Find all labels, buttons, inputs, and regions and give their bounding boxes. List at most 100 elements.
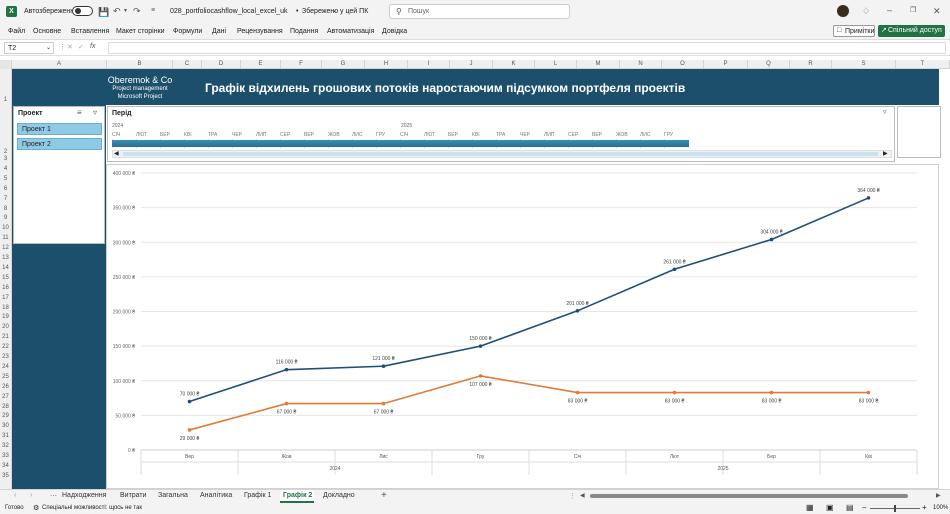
diamond-icon[interactable]: ♢ — [862, 6, 871, 16]
status-accessibility[interactable]: Спеціальні можливості: щось не так — [42, 505, 143, 511]
column-header-q[interactable]: Q — [748, 60, 790, 69]
add-sheet-icon[interactable]: + — [381, 490, 387, 501]
timeline-month[interactable]: ГРУ — [664, 132, 674, 138]
menu-item-data[interactable]: Дані — [212, 28, 227, 35]
row-header-9[interactable]: 9 — [3, 215, 8, 222]
column-header-g[interactable]: G — [322, 60, 365, 69]
hscroll-thumb[interactable] — [590, 494, 908, 498]
timeline-month[interactable]: КВІ — [184, 132, 192, 138]
menu-item-page-layout[interactable]: Макет сторінки — [116, 28, 165, 35]
column-header-r[interactable]: R — [790, 60, 832, 69]
search-box[interactable]: ⚲ Пошук — [389, 4, 570, 19]
row-header-4[interactable]: 4 — [3, 165, 8, 172]
timeline-month[interactable]: СІЧ — [400, 132, 409, 138]
row-header-3[interactable]: 3 — [3, 156, 8, 162]
row-header-5[interactable]: 5 — [3, 175, 8, 182]
column-header-s[interactable]: S — [832, 60, 896, 69]
timeline-scroll-thumb[interactable] — [123, 152, 878, 156]
multiselect-icon[interactable]: ≡ — [77, 108, 82, 117]
row-header-34[interactable]: 34 — [2, 462, 9, 469]
timeline-month[interactable]: СІЧ — [112, 132, 121, 138]
column-header-k[interactable]: K — [493, 60, 535, 69]
tab-expenses[interactable]: Витрати — [120, 492, 147, 499]
column-header-l[interactable]: L — [535, 60, 577, 69]
timeline-month[interactable]: ЖОВ — [616, 132, 628, 138]
scroll-right-icon[interactable]: ▶ — [936, 493, 941, 499]
autosave-toggle[interactable] — [72, 6, 93, 16]
timeline-month[interactable]: СЕР — [280, 132, 291, 138]
tab-details[interactable]: Докладно — [323, 492, 355, 499]
column-header-d[interactable]: D — [202, 60, 241, 69]
row-header-20[interactable]: 20 — [2, 324, 9, 331]
timeline-month[interactable]: БЕР — [448, 132, 458, 138]
scroll-left-icon[interactable]: ◀ — [114, 151, 119, 157]
timeline-month[interactable]: ЧЕР — [520, 132, 531, 138]
save-state[interactable]: Збережено у цей ПК — [302, 8, 369, 15]
fx-button[interactable]: fx — [90, 43, 96, 50]
row-header-31[interactable]: 31 — [2, 433, 9, 440]
redo-icon[interactable]: ↷ — [133, 6, 141, 16]
column-header-m[interactable]: M — [577, 60, 620, 69]
tab-general[interactable]: Загальна — [158, 492, 188, 499]
column-header-a[interactable]: A — [12, 60, 107, 69]
chevron-down-icon[interactable]: ⌄ — [332, 8, 338, 14]
row-header-11[interactable]: 11 — [2, 235, 9, 242]
menu-item-view[interactable]: Подання — [290, 28, 319, 35]
column-header-e[interactable]: E — [241, 60, 281, 69]
row-header-22[interactable]: 22 — [2, 344, 9, 351]
customize-toolbar-icon[interactable]: ≡ — [151, 7, 156, 14]
timeline-month[interactable]: ЛИП — [544, 132, 555, 138]
timeline-month[interactable]: БЕР — [160, 132, 170, 138]
column-header-b[interactable]: B — [107, 60, 173, 69]
menu-item-formulas[interactable]: Формули — [173, 28, 203, 35]
row-header-21[interactable]: 21 — [2, 334, 9, 341]
hscroll-more-icon[interactable]: ⋮ — [569, 493, 576, 500]
share-button[interactable]: ↗ Спільний доступ — [878, 25, 945, 37]
timeline-month[interactable]: ВЕР — [592, 132, 603, 138]
row-header-17[interactable]: 17 — [2, 294, 9, 301]
column-header-f[interactable]: F — [281, 60, 322, 69]
row-header-30[interactable]: 30 — [2, 423, 9, 430]
tab-next-icon[interactable]: › — [30, 492, 33, 499]
zoom-slider[interactable] — [870, 505, 920, 512]
zoom-in-icon[interactable]: + — [922, 503, 927, 512]
save-icon[interactable]: 💾 — [98, 7, 110, 17]
zoom-slider-thumb[interactable] — [894, 505, 896, 512]
column-header-t[interactable]: T — [896, 60, 950, 69]
row-header-7[interactable]: 7 — [3, 195, 8, 202]
minimize-icon[interactable]: – — [887, 5, 893, 15]
column-header-c[interactable]: C — [173, 60, 202, 69]
column-header-i[interactable]: I — [408, 60, 450, 69]
tab-receipts[interactable]: Надходження — [62, 492, 107, 499]
row-header-13[interactable]: 13 — [2, 255, 9, 261]
timeline-month[interactable]: ЧЕР — [232, 132, 243, 138]
row-header-19[interactable]: 19 — [2, 314, 9, 321]
timeline-month[interactable]: ВЕР — [304, 132, 315, 138]
column-header-j[interactable]: J — [450, 60, 493, 69]
row-header-28[interactable]: 28 — [2, 403, 9, 410]
undo-dropdown-icon[interactable]: ▾ — [124, 8, 128, 14]
row-header-16[interactable]: 16 — [2, 284, 9, 291]
column-header-o[interactable]: O — [662, 60, 704, 69]
row-header-1[interactable]: 1 — [3, 97, 8, 103]
close-icon[interactable]: ✕ — [933, 6, 941, 16]
timeline-scrollbar[interactable]: ◀ ▶ — [112, 150, 892, 158]
row-header-10[interactable]: 10 — [2, 225, 9, 232]
tab-chart-1[interactable]: Графік 1 — [244, 492, 272, 499]
timeline-month[interactable]: ЛИС — [352, 132, 363, 138]
timeline-month[interactable]: ЛЮТ — [424, 132, 436, 138]
row-header-33[interactable]: 33 — [2, 453, 9, 459]
scroll-left-icon[interactable]: ◀ — [580, 493, 585, 499]
formula-input[interactable] — [108, 42, 946, 54]
column-header-p[interactable]: P — [704, 60, 748, 69]
tab-analytics[interactable]: Аналітика — [200, 492, 233, 499]
timeline-month[interactable]: ЛЮТ — [136, 132, 148, 138]
timeline-month[interactable]: ЛИП — [256, 132, 267, 138]
tab-chart-2-active[interactable]: Графік 2 — [280, 490, 314, 503]
slicer-item-project-2[interactable]: Проект 2 — [17, 138, 102, 150]
comments-button[interactable]: □ Примітки — [833, 25, 875, 37]
menu-item-insert[interactable]: Вставлення — [71, 28, 110, 35]
menu-item-home[interactable]: Основне — [33, 28, 62, 35]
timeline-month[interactable]: ЖОВ — [328, 132, 340, 138]
column-header-h[interactable]: H — [365, 60, 408, 69]
